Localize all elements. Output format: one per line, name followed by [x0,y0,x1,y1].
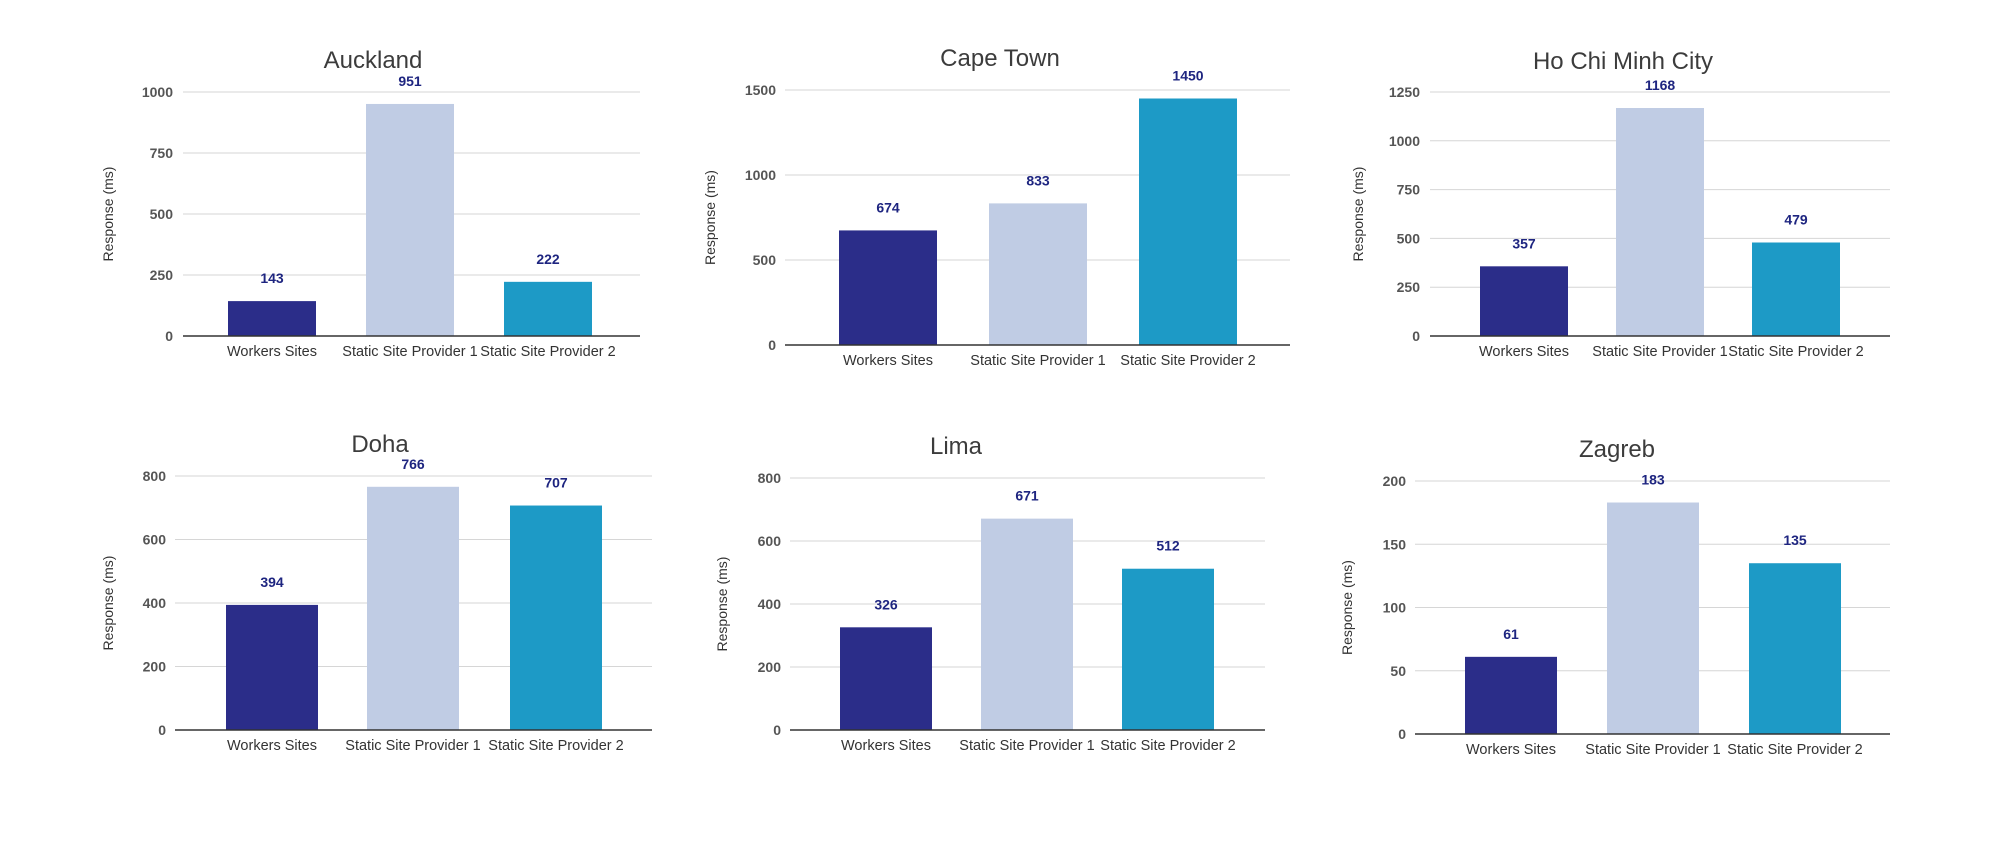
chart-title: Lima [930,433,983,460]
y-tick-label: 400 [143,595,167,611]
y-tick-label: 500 [753,252,777,268]
y-tick-label: 0 [773,722,781,738]
y-tick-label: 750 [150,145,174,161]
y-tick-label: 200 [758,659,782,675]
bar [367,486,459,730]
y-tick-label: 150 [1383,536,1407,552]
y-tick-label: 0 [1398,726,1406,742]
y-tick-label: 500 [1397,230,1421,246]
x-tick-label: Static Site Provider 2 [488,738,623,754]
bar [226,604,318,730]
data-label: 766 [401,456,425,472]
y-tick-label: 1250 [1389,84,1420,100]
x-tick-label: Static Site Provider 1 [342,344,477,360]
y-tick-label: 1000 [142,84,173,100]
x-tick-label: Static Site Provider 2 [1728,344,1863,360]
data-label: 222 [536,251,560,267]
y-tick-label: 200 [1383,473,1407,489]
y-axis-label: Response (ms) [714,557,730,652]
chart-title: Zagreb [1579,436,1655,463]
x-tick-label: Workers Sites [1466,742,1556,758]
data-label: 512 [1156,538,1180,554]
x-tick-label: Static Site Provider 1 [1592,344,1727,360]
x-tick-label: Static Site Provider 1 [959,738,1094,754]
data-label: 1168 [1645,77,1676,93]
y-tick-label: 200 [143,659,167,675]
y-axis-label: Response (ms) [1339,560,1355,655]
x-tick-label: Workers Sites [841,738,931,754]
x-tick-label: Static Site Provider 1 [345,738,480,754]
bar [1139,98,1237,345]
data-label: 135 [1783,532,1807,548]
y-tick-label: 750 [1397,182,1421,198]
x-tick-label: Workers Sites [1479,344,1569,360]
data-label: 143 [260,270,284,286]
data-label: 394 [260,574,284,590]
x-tick-label: Workers Sites [843,353,933,369]
x-tick-label: Static Site Provider 2 [1727,742,1862,758]
x-tick-label: Static Site Provider 2 [480,344,615,360]
y-tick-label: 50 [1390,663,1406,679]
data-label: 951 [398,73,422,89]
data-label: 183 [1641,472,1665,488]
data-label: 479 [1784,211,1808,227]
y-axis-label: Response (ms) [100,556,116,651]
x-tick-label: Static Site Provider 1 [970,353,1105,369]
y-tick-label: 100 [1383,600,1407,616]
bar [981,518,1073,730]
data-label: 674 [876,199,900,215]
bar [839,230,937,345]
y-tick-label: 1000 [1389,133,1420,149]
y-axis-label: Response (ms) [702,170,718,265]
y-tick-label: 0 [768,337,776,353]
bar [1749,563,1841,734]
y-tick-label: 800 [143,468,167,484]
y-tick-label: 0 [1412,328,1420,344]
y-tick-label: 1500 [745,82,776,98]
y-tick-label: 1000 [745,167,776,183]
y-tick-label: 0 [158,722,166,738]
chart-title: Doha [351,431,409,458]
data-label: 61 [1503,626,1519,642]
bar [1465,656,1557,734]
bar [1616,108,1704,336]
x-tick-label: Static Site Provider 2 [1100,738,1235,754]
y-axis-label: Response (ms) [100,167,116,262]
y-tick-label: 800 [758,470,782,486]
bar [1607,502,1699,734]
bar [504,281,592,336]
x-tick-label: Workers Sites [227,738,317,754]
y-tick-label: 600 [143,532,167,548]
chart-title: Cape Town [940,45,1060,72]
x-tick-label: Workers Sites [227,344,317,360]
bar [1122,568,1214,730]
y-tick-label: 500 [150,206,174,222]
y-tick-label: 0 [165,328,173,344]
bar [366,103,454,337]
data-label: 671 [1015,488,1039,504]
y-tick-label: 250 [1397,279,1421,295]
data-label: 326 [874,596,898,612]
y-tick-label: 400 [758,596,782,612]
y-tick-label: 250 [150,267,174,283]
data-label: 1450 [1172,68,1203,84]
bar [989,203,1087,345]
bar [840,627,932,730]
bar [510,505,602,730]
data-label: 707 [544,475,568,491]
y-tick-label: 600 [758,533,782,549]
x-tick-label: Static Site Provider 1 [1585,742,1720,758]
bar [1480,266,1568,336]
x-tick-label: Static Site Provider 2 [1120,353,1255,369]
chart-title: Auckland [324,47,423,74]
data-label: 833 [1026,172,1050,188]
bar [1752,242,1840,336]
data-label: 357 [1512,235,1536,251]
bar [228,301,316,336]
chart-title: Ho Chi Minh City [1533,48,1713,75]
y-axis-label: Response (ms) [1350,167,1366,262]
